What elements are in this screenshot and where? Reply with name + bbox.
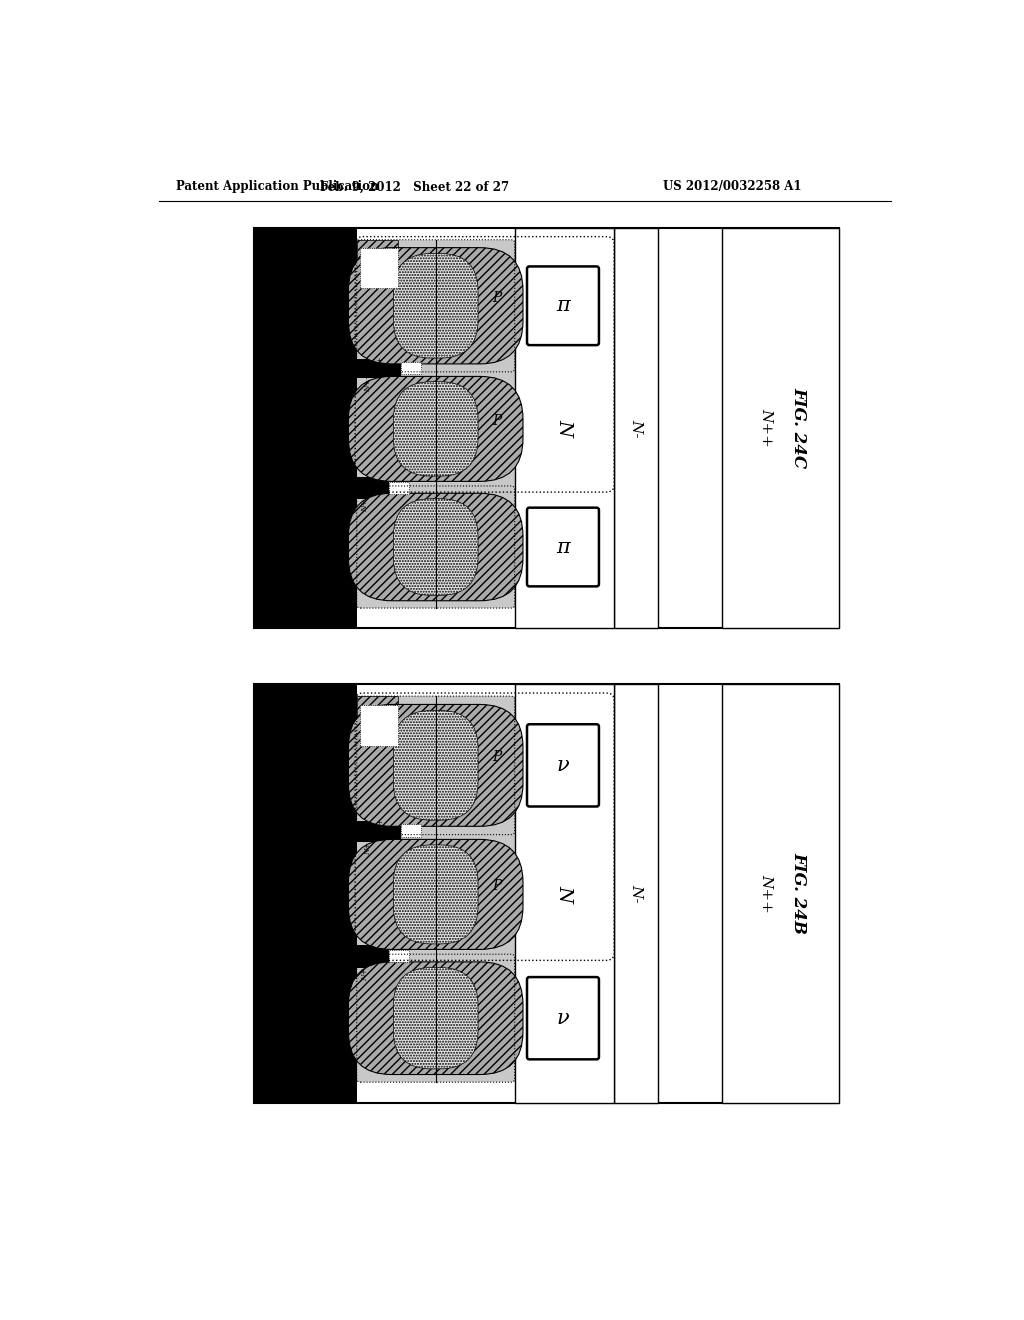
FancyBboxPatch shape [527, 977, 599, 1060]
Bar [356, 486, 515, 609]
Text: N++: N++ [364, 836, 372, 855]
FancyBboxPatch shape [348, 705, 523, 826]
Bar [389, 482, 410, 494]
Bar [515, 684, 614, 1104]
Text: P+: P+ [371, 953, 379, 964]
FancyBboxPatch shape [393, 968, 478, 1069]
Bar [614, 684, 658, 1104]
Text: N++: N++ [760, 874, 773, 913]
Bar [356, 240, 397, 264]
Text: P+: P+ [377, 818, 385, 830]
Text: P: P [493, 290, 502, 305]
Bar [356, 954, 515, 1082]
Bar [356, 696, 515, 834]
Text: P: P [493, 750, 502, 764]
FancyBboxPatch shape [393, 710, 478, 820]
Text: ν: ν [557, 756, 569, 775]
Text: Patent Application Publication: Patent Application Publication [176, 181, 379, 194]
Text: N: N [555, 884, 573, 902]
FancyBboxPatch shape [348, 494, 523, 601]
Text: P: P [493, 414, 502, 428]
FancyBboxPatch shape [527, 267, 599, 345]
FancyBboxPatch shape [348, 248, 523, 364]
FancyBboxPatch shape [393, 845, 478, 944]
Text: N-: N- [629, 884, 643, 903]
Bar [356, 821, 400, 842]
Bar [722, 228, 840, 628]
Text: N++: N++ [360, 492, 369, 512]
Text: π: π [556, 537, 569, 557]
FancyBboxPatch shape [527, 508, 599, 586]
FancyBboxPatch shape [393, 381, 478, 477]
FancyBboxPatch shape [527, 725, 599, 807]
Bar [356, 834, 515, 954]
FancyBboxPatch shape [348, 840, 523, 949]
Bar [515, 228, 614, 628]
Bar [254, 684, 356, 1104]
Bar [356, 240, 515, 372]
Bar [722, 684, 840, 1104]
Text: N++: N++ [760, 408, 773, 447]
Text: N: N [555, 420, 573, 437]
Text: P+: P+ [371, 484, 379, 496]
Text: US 2012/0032258 A1: US 2012/0032258 A1 [663, 181, 801, 194]
Bar [356, 696, 397, 721]
Text: P: P [493, 879, 502, 894]
Bar [356, 372, 515, 486]
Text: P+: P+ [377, 356, 385, 367]
Bar [254, 684, 840, 1104]
Bar [400, 824, 421, 837]
Text: ν: ν [557, 1008, 569, 1028]
Bar [614, 228, 658, 628]
Bar [356, 359, 400, 379]
Bar [359, 705, 397, 747]
Text: FIG. 24C: FIG. 24C [790, 387, 807, 469]
Bar [389, 949, 410, 962]
Bar [356, 477, 389, 499]
Text: Feb. 9, 2012   Sheet 22 of 27: Feb. 9, 2012 Sheet 22 of 27 [321, 181, 509, 194]
FancyBboxPatch shape [393, 253, 478, 358]
Bar [356, 945, 389, 968]
FancyBboxPatch shape [393, 499, 478, 595]
Text: N++: N++ [364, 372, 372, 392]
Bar [359, 248, 397, 288]
Bar [254, 228, 356, 628]
Bar [400, 362, 421, 374]
FancyBboxPatch shape [348, 962, 523, 1074]
Bar [254, 228, 840, 628]
Text: FIG. 24B: FIG. 24B [790, 853, 807, 935]
FancyBboxPatch shape [348, 376, 523, 482]
Text: N++: N++ [360, 961, 369, 981]
Text: N-: N- [629, 418, 643, 437]
Text: π: π [556, 296, 569, 315]
